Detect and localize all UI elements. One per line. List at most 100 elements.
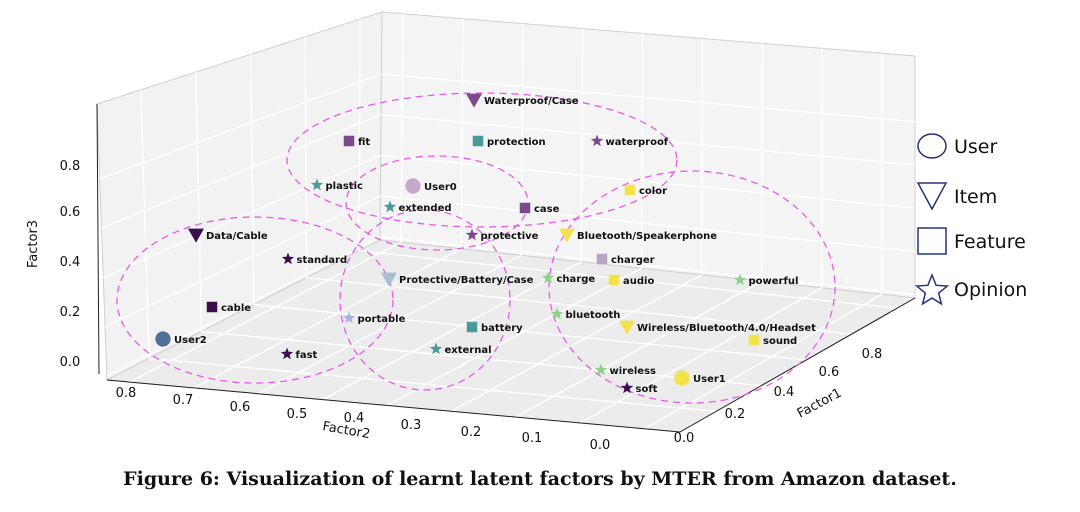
grid-line: [201, 330, 762, 387]
data-point-opinion: charge: [541, 271, 595, 285]
point-label: extended: [399, 203, 452, 214]
y-axis-label: Factor1: [795, 386, 844, 422]
z-tick-label: 0.2: [60, 305, 81, 320]
data-point-opinion: fast: [280, 347, 318, 361]
data-point-opinion: wireless: [594, 363, 656, 377]
x-tick-label: 0.4: [344, 411, 365, 426]
grid-line: [400, 13, 404, 243]
point-label: User1: [693, 374, 726, 385]
x-axis-line: [106, 379, 681, 433]
data-point-item: Wireless/Bluetooth/4.0/Headset: [619, 320, 816, 335]
grid-line: [306, 276, 852, 335]
point-label: cable: [221, 303, 251, 314]
grid-line: [194, 72, 203, 332]
cluster-ellipse: [116, 216, 394, 384]
data-point-feature: case: [519, 202, 560, 215]
x-tick-label: 0.8: [116, 386, 137, 401]
point-label: fast: [296, 350, 318, 361]
grid-lines: [99, 13, 916, 430]
data-point-feature: sound: [748, 334, 797, 347]
tick-labels: 0.8 0.7 0.6 0.5 0.4 0.3 0.2 0.1 0.0 0.0 0.2 0.4 0.6 0…: [60, 159, 883, 453]
grid-line: [104, 195, 381, 328]
grid-line: [640, 33, 644, 269]
point-label: fit: [358, 137, 370, 148]
x-tick-label: 0.5: [287, 407, 308, 422]
data-point-item: Waterproof/Case: [466, 93, 579, 108]
legend-marker: [917, 133, 947, 159]
point-label: battery: [481, 323, 523, 334]
legend-marker: [917, 227, 947, 255]
data-point-feature: audio: [608, 274, 654, 287]
point-label: Wireless/Bluetooth/4.0/Headset: [637, 323, 816, 334]
z-tick-label: 0.8: [60, 159, 81, 174]
data-point-opinion: extended: [383, 200, 452, 214]
grid-line: [515, 280, 763, 418]
legend-label: Opinion: [954, 279, 1027, 301]
legend-entry-opinion: Opinion: [914, 272, 1027, 306]
point-label: Data/Cable: [206, 231, 268, 242]
data-point-opinion: bluetooth: [550, 307, 620, 321]
point-label: external: [445, 345, 492, 356]
grid-line: [381, 73, 916, 123]
y-tick-label: 0.4: [774, 385, 795, 400]
x-tick-label: 0.6: [230, 400, 251, 415]
grid-line: [358, 250, 897, 310]
grid-line: [106, 236, 381, 377]
point-label: User0: [424, 182, 457, 193]
z-tick-label: 0.4: [60, 255, 81, 270]
legend-entry-item: Item: [916, 182, 997, 211]
point-label: waterproof: [606, 137, 669, 148]
grid-line: [579, 287, 823, 424]
grid-line: [580, 28, 584, 262]
x-tick-label: 0.2: [461, 425, 482, 440]
data-point-user: User1: [674, 370, 726, 386]
point-label: powerful: [749, 276, 799, 287]
grid-line: [129, 241, 402, 383]
data-point-opinion: waterproof: [590, 134, 669, 148]
legend-marker: [914, 272, 950, 306]
point-label: soft: [636, 384, 658, 395]
data-point-feature: battery: [466, 321, 523, 334]
z-axis-line: [96, 103, 100, 375]
cluster-ellipse: [548, 170, 836, 404]
legend-label: Item: [954, 186, 997, 208]
data-point-user: User2: [155, 331, 207, 347]
point-label: Bluetooth/Speakerphone: [577, 231, 717, 242]
data-point-feature: color: [624, 184, 667, 197]
point-label: protective: [481, 231, 539, 242]
grid-line: [381, 113, 916, 166]
point-label: Waterproof/Case: [484, 96, 579, 107]
grid-line: [249, 54, 255, 305]
legend: User Item Feature Opinion: [914, 133, 1027, 306]
legend-label: User: [954, 136, 997, 158]
x-tick-label: 0.0: [590, 438, 611, 453]
grid-line: [148, 357, 717, 413]
axis-panes: [96, 11, 917, 433]
data-point-opinion: standard: [281, 252, 347, 266]
data-points: Waterproof/Case fit protection waterproof pl…: [155, 93, 816, 395]
legend-entry-feature: Feature: [917, 227, 1026, 255]
grid-line: [460, 18, 464, 249]
figure-caption: Figure 6: Visualization of learnt latent…: [123, 468, 957, 490]
point-label: color: [639, 186, 667, 197]
point-label: case: [534, 204, 560, 215]
data-point-item: Protective/Battery/Case: [381, 272, 534, 287]
data-point-feature: charger: [596, 253, 655, 266]
grid-line: [644, 293, 883, 430]
grid-line: [253, 303, 807, 361]
data-point-opinion: powerful: [733, 273, 799, 287]
grid-line: [193, 248, 462, 389]
data-point-opinion: protective: [465, 228, 539, 242]
data-point-feature: fit: [343, 135, 370, 148]
z-tick-label: 0.0: [60, 355, 81, 370]
grid-line: [700, 38, 704, 275]
point-label: charger: [611, 255, 655, 266]
grid-line: [380, 154, 916, 209]
y-tick-label: 0.8: [862, 347, 883, 362]
grid-line: [761, 43, 763, 282]
data-point-item: Data/Cable: [188, 228, 268, 243]
data-point-opinion: plastic: [310, 178, 363, 192]
cluster-ellipse: [286, 92, 678, 228]
grid-line: [380, 195, 916, 253]
x-tick-label: 0.7: [173, 393, 194, 408]
